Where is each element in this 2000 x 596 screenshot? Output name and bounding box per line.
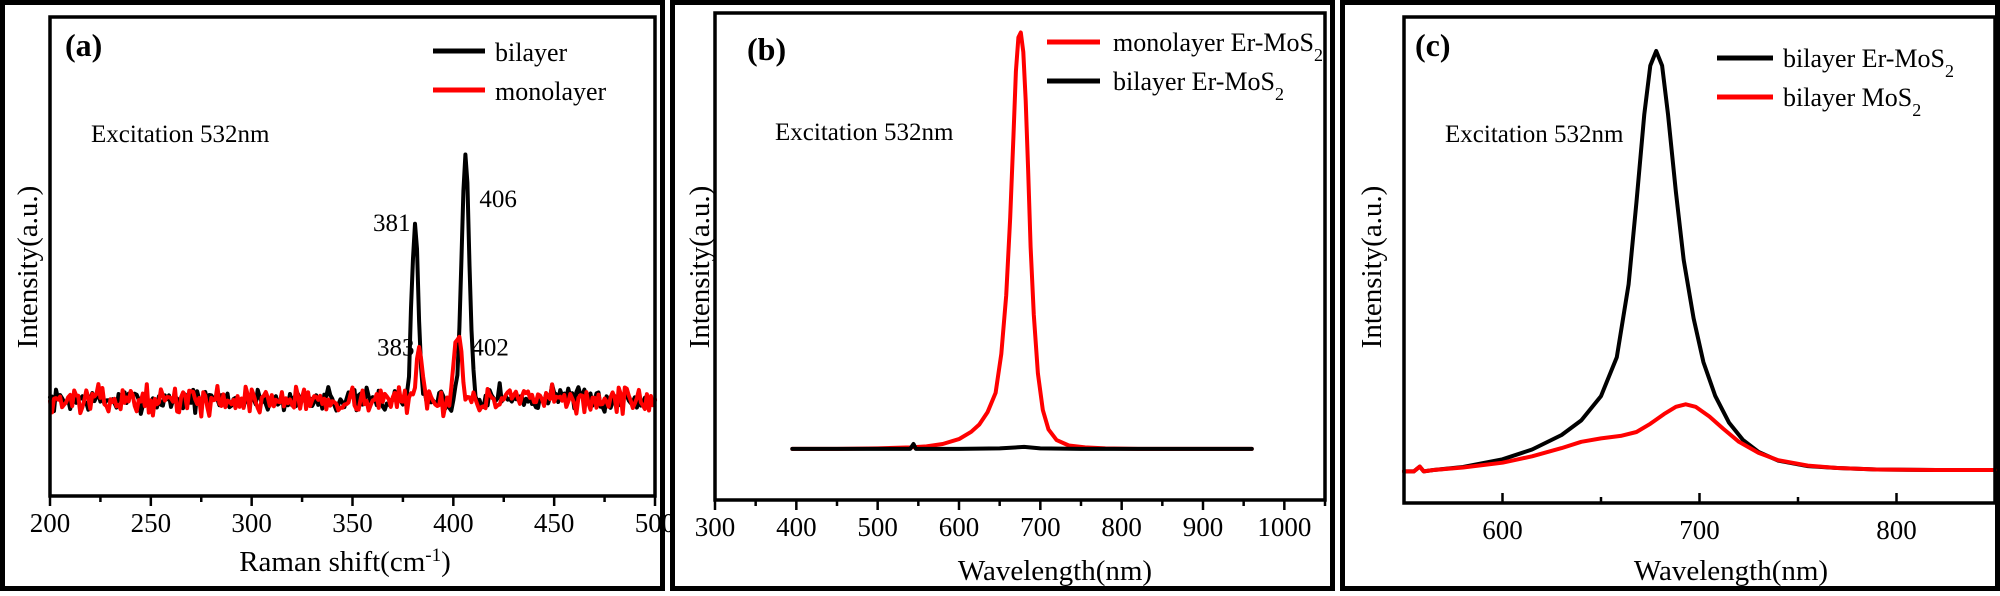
panel-a-legend: bilayer monolayer — [433, 38, 607, 106]
panel-b-label: (b) — [747, 31, 786, 67]
panel-a-xtick-label: 250 — [131, 508, 172, 538]
panel-b-xtick-label: 700 — [1020, 512, 1061, 542]
panel-c-xtick-label: 800 — [1876, 515, 1917, 545]
panel-b-legend-label-monolayer-sub: 2 — [1314, 45, 1323, 65]
panel-c-legend-label-er: bilayer Er-MoS2 — [1783, 44, 1954, 81]
panel-b-axis-frame — [713, 11, 1327, 502]
panel-b-xtick-label: 300 — [695, 512, 736, 542]
panel-a-xtick-label: 400 — [433, 508, 474, 538]
panel-a-xlabel-end: ) — [441, 546, 451, 578]
panel-b-legend-label-bilayer: bilayer Er-MoS2 — [1113, 67, 1284, 104]
panel-a-xtick-label: 300 — [231, 508, 272, 538]
panel-a-series-1-line — [48, 334, 657, 419]
panel-b-frame: (b) Excitation 532nm Intensity(a.u.) Wav… — [670, 0, 1335, 591]
panel-a-xtick-label: 450 — [534, 508, 575, 538]
panel-b-series-group — [790, 30, 1254, 451]
panel-a-legend-label-monolayer: monolayer — [495, 77, 607, 106]
panel-b-xtick-label: 600 — [939, 512, 980, 542]
panel-a-peak-label-383: 383 — [377, 335, 415, 362]
panel-b-series-1-line — [790, 442, 1254, 451]
panel-a-xlabel-sup: -1 — [425, 545, 441, 566]
panel-b-xtick-label: 1000 — [1257, 512, 1311, 542]
panel-a-frame: (a) Excitation 532nm Intensity(a.u.) Ram… — [0, 0, 675, 591]
panel-a-xtick-label: 350 — [332, 508, 373, 538]
panel-a-series-0-line — [48, 152, 657, 416]
panel-b-ylabel: Intensity(a.u.) — [684, 186, 716, 349]
panel-c-chart: (c) Excitation 532nm Intensity(a.u.) Wav… — [1356, 15, 1997, 587]
panel-c-xtick-label: 700 — [1679, 515, 1720, 545]
panel-b-xtick-label: 800 — [1101, 512, 1142, 542]
panel-b-legend-label-bilayer-sub: 2 — [1275, 84, 1284, 104]
panel-a-ylabel: Intensity(a.u.) — [12, 186, 44, 349]
panel-a-xlabel: Raman shift(cm-1) — [239, 545, 451, 579]
panel-c-series-1-line — [1402, 402, 1997, 474]
panel-b-chart: (b) Excitation 532nm Intensity(a.u.) Wav… — [684, 11, 1327, 587]
panel-a-xtick-label: 500 — [635, 508, 676, 538]
panel-b-excitation-annotation: Excitation 532nm — [775, 119, 954, 146]
panel-b-series-0-line — [790, 30, 1254, 451]
panel-b-xtick-label: 500 — [857, 512, 898, 542]
panel-b-legend-label-bilayer-main: bilayer Er-MoS — [1113, 67, 1275, 96]
panel-c-series-group — [1402, 49, 1997, 474]
panel-c-frame: (c) Excitation 532nm Intensity(a.u.) Wav… — [1340, 0, 2000, 591]
panel-c-xtick-label: 600 — [1482, 515, 1523, 545]
panel-c-label: (c) — [1415, 27, 1451, 63]
panel-c-legend-label-er-main: bilayer Er-MoS — [1783, 44, 1945, 73]
panel-a-peak-label-381: 381 — [373, 210, 411, 237]
panel-a-label: (a) — [65, 27, 102, 63]
panel-c-excitation-annotation: Excitation 532nm — [1445, 121, 1624, 148]
panel-c-legend-label-mos2: bilayer MoS2 — [1783, 83, 1921, 120]
panel-a-xlabel-main: Raman shift(cm — [239, 546, 425, 578]
panel-a-excitation-annotation: Excitation 532nm — [91, 121, 270, 148]
panel-a-xtick-label: 200 — [30, 508, 71, 538]
panel-a-series-group — [48, 152, 657, 419]
panel-b-xlabel: Wavelength(nm) — [958, 555, 1152, 587]
panel-c-legend-label-mos2-sub: 2 — [1912, 100, 1921, 120]
panel-b-legend: monolayer Er-MoS2 bilayer Er-MoS2 — [1047, 28, 1323, 104]
panel-c-ylabel: Intensity(a.u.) — [1356, 186, 1388, 349]
panel-b-xtick-label: 400 — [776, 512, 817, 542]
panel-b-xtick-label: 900 — [1183, 512, 1224, 542]
panel-c-legend: bilayer Er-MoS2 bilayer MoS2 — [1717, 44, 1954, 120]
panel-a-chart: (a) Excitation 532nm Intensity(a.u.) Ram… — [12, 15, 675, 579]
panel-b-legend-label-monolayer-main: monolayer Er-MoS — [1113, 28, 1314, 57]
panel-c-legend-label-er-sub: 2 — [1945, 61, 1954, 81]
panel-a-legend-label-bilayer: bilayer — [495, 38, 568, 67]
panel-a-peak-label-406: 406 — [479, 186, 517, 213]
panel-c-xlabel: Wavelength(nm) — [1634, 555, 1828, 587]
panel-c-legend-label-mos2-main: bilayer MoS — [1783, 83, 1912, 112]
panel-a-peak-label-402: 402 — [471, 335, 509, 362]
panel-b-legend-label-monolayer: monolayer Er-MoS2 — [1113, 28, 1323, 65]
